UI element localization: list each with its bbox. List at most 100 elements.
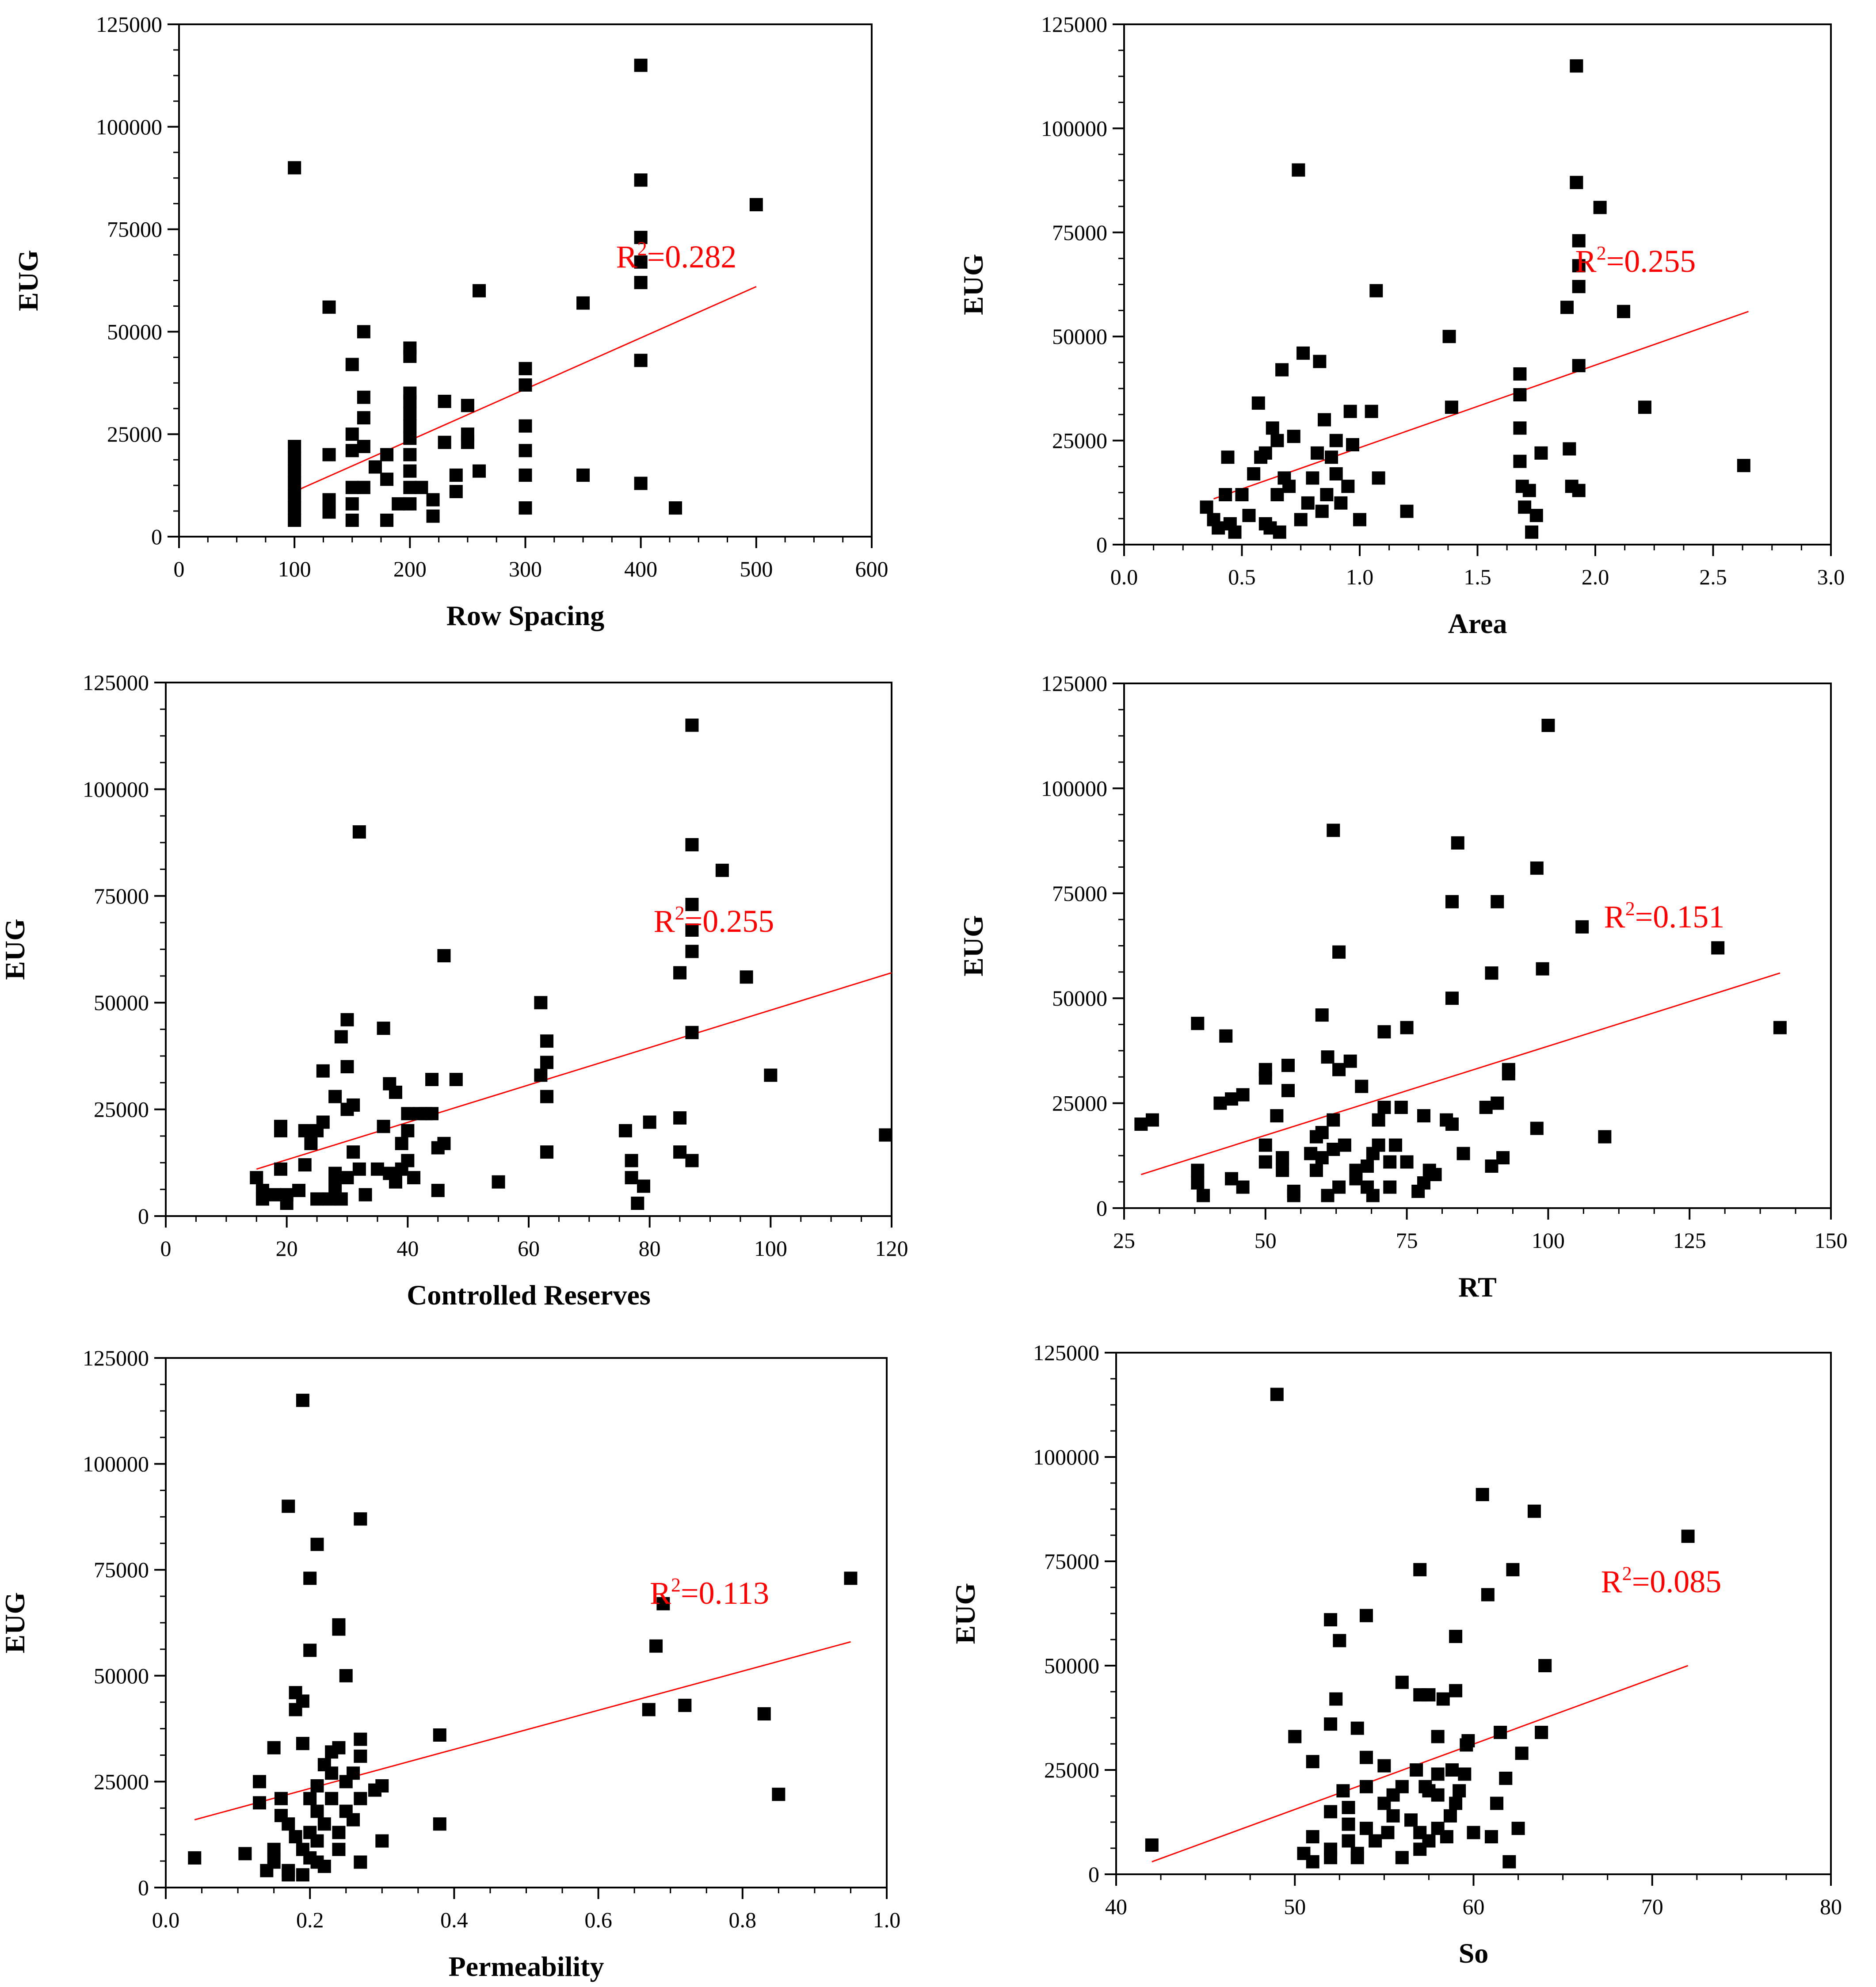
data-point bbox=[449, 485, 463, 499]
data-point bbox=[357, 481, 370, 494]
data-point bbox=[656, 1597, 670, 1610]
data-point bbox=[316, 1064, 330, 1078]
trend-line bbox=[1140, 972, 1781, 1175]
data-point bbox=[347, 1813, 360, 1827]
data-point bbox=[1737, 459, 1750, 473]
data-point bbox=[431, 1184, 445, 1198]
data-point bbox=[325, 1792, 339, 1805]
x-tick-label: 500 bbox=[740, 557, 773, 581]
data-point bbox=[1506, 1563, 1520, 1576]
x-tick-label: 70 bbox=[1641, 1894, 1663, 1919]
data-point bbox=[316, 1115, 330, 1129]
x-tick-label: 50 bbox=[1284, 1894, 1306, 1919]
data-point bbox=[403, 464, 417, 478]
data-point bbox=[1329, 1692, 1343, 1706]
data-point bbox=[1502, 1067, 1515, 1081]
r-squared-prefix: R bbox=[650, 1575, 671, 1611]
data-point bbox=[1332, 1063, 1346, 1076]
data-point bbox=[1428, 1168, 1442, 1182]
scatter-panel-5: 0.0 0.2 0.4 0.6 0.8 1.0 0 25000 50000 75000 100000… bbox=[0, 1346, 900, 1982]
data-point bbox=[1342, 1800, 1355, 1814]
data-point bbox=[1572, 259, 1586, 273]
y-tick-label: 25000 bbox=[1044, 1758, 1099, 1782]
data-point bbox=[1440, 1830, 1453, 1844]
data-point bbox=[1445, 1117, 1459, 1131]
data-point bbox=[1219, 1029, 1233, 1043]
r-squared-value: =0.255 bbox=[685, 904, 774, 939]
data-point bbox=[1572, 484, 1586, 497]
data-point bbox=[634, 354, 648, 367]
data-point bbox=[1381, 1826, 1395, 1839]
y-tick-label: 0 bbox=[151, 524, 162, 549]
data-point bbox=[1200, 500, 1213, 514]
data-point bbox=[1318, 413, 1331, 427]
x-tick-label: 0.0 bbox=[1110, 564, 1138, 589]
data-point bbox=[403, 419, 417, 433]
x-tick-label: 100 bbox=[1532, 1228, 1565, 1253]
data-point bbox=[310, 1779, 324, 1792]
data-point bbox=[1529, 509, 1543, 522]
data-point bbox=[1535, 1726, 1548, 1739]
data-point bbox=[389, 1175, 402, 1189]
data-point bbox=[354, 1792, 367, 1805]
data-point bbox=[1366, 1189, 1380, 1202]
data-point bbox=[492, 1175, 505, 1189]
data-point bbox=[1511, 1822, 1525, 1835]
data-point bbox=[1315, 1008, 1329, 1022]
data-point bbox=[1598, 1130, 1612, 1144]
data-point bbox=[1395, 1780, 1409, 1793]
data-point bbox=[340, 1171, 354, 1185]
data-point bbox=[352, 1162, 366, 1176]
data-point bbox=[325, 1766, 339, 1780]
data-point bbox=[673, 966, 687, 980]
x-tick-label: 0.8 bbox=[729, 1907, 757, 1932]
x-tick-label: 100 bbox=[754, 1236, 787, 1261]
data-point bbox=[1341, 480, 1355, 493]
y-tick-label: 0 bbox=[1096, 532, 1107, 557]
data-point bbox=[1320, 488, 1334, 502]
data-point bbox=[1313, 355, 1327, 368]
data-point bbox=[1315, 1126, 1329, 1140]
data-point bbox=[339, 1669, 353, 1682]
data-point bbox=[1353, 513, 1366, 526]
data-point bbox=[1258, 1155, 1272, 1169]
data-point bbox=[715, 863, 729, 877]
data-point bbox=[1346, 438, 1360, 452]
data-point bbox=[1499, 1771, 1513, 1785]
data-point bbox=[1417, 1176, 1430, 1190]
data-point bbox=[519, 362, 532, 375]
data-point bbox=[354, 1749, 367, 1763]
data-point bbox=[1467, 1826, 1480, 1839]
data-point bbox=[1395, 1851, 1409, 1865]
data-point bbox=[1327, 1143, 1340, 1156]
data-point bbox=[461, 435, 474, 449]
data-point bbox=[685, 945, 699, 958]
y-tick-label: 25000 bbox=[1052, 1091, 1107, 1116]
data-point bbox=[298, 1158, 312, 1172]
scatter-panel-6: 40 50 60 70 80 0 25000 50000 75000 100000 125000 So… bbox=[949, 1340, 1842, 1969]
data-point bbox=[437, 1137, 451, 1150]
r-squared-prefix: R bbox=[1575, 244, 1597, 279]
y-axis-title: EUG bbox=[0, 1592, 31, 1654]
r-squared-sup: 2 bbox=[1625, 898, 1635, 919]
data-point bbox=[740, 970, 753, 984]
data-point bbox=[395, 1137, 408, 1150]
data-point bbox=[1225, 1092, 1239, 1106]
r-squared-sup: 2 bbox=[637, 238, 647, 259]
data-point bbox=[1400, 1155, 1414, 1169]
data-point bbox=[1513, 388, 1527, 402]
plot-frame bbox=[1115, 1352, 1832, 1875]
data-point bbox=[296, 1868, 309, 1882]
data-point bbox=[1273, 525, 1286, 539]
y-axis-title: EUG bbox=[0, 919, 31, 980]
data-point bbox=[1270, 1109, 1284, 1123]
r-squared-label: R2=0.085 bbox=[1601, 1563, 1722, 1599]
y-tick-label: 75000 bbox=[1044, 1549, 1099, 1574]
data-point bbox=[1372, 1138, 1385, 1152]
data-point bbox=[534, 1068, 548, 1082]
data-point bbox=[540, 1034, 554, 1048]
data-point bbox=[345, 481, 359, 494]
data-point bbox=[403, 407, 417, 420]
data-point bbox=[1213, 1096, 1227, 1110]
trend-line bbox=[194, 1641, 851, 1821]
